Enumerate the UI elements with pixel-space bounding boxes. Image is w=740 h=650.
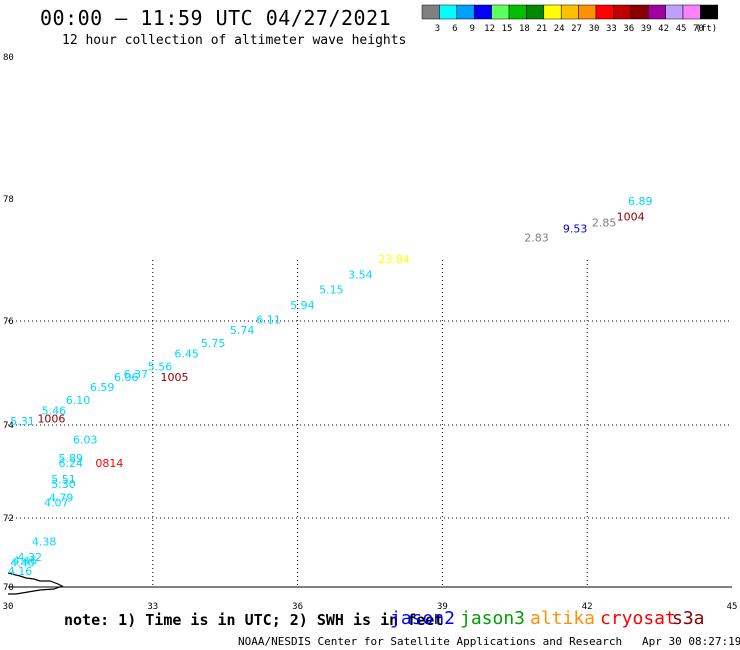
- timestamp: Apr 30 08:27:19 UTC 2021: [641, 635, 740, 648]
- colorbar-label: 42: [658, 24, 669, 34]
- colorbar-swatch: [630, 4, 649, 20]
- wave-height-label: 4.46: [13, 555, 38, 568]
- colorbar-swatch: [700, 4, 719, 20]
- wave-height-label: 1004: [617, 210, 645, 223]
- chart-title: 00:00 – 11:59 UTC 04/27/2021: [40, 6, 392, 30]
- wave-height-label: 5.15: [319, 284, 344, 297]
- colorbar-swatch: [543, 4, 562, 20]
- colorbar-swatch: [578, 4, 597, 20]
- colorbar-swatch: [560, 4, 579, 20]
- wave-height-label: 4.38: [32, 536, 57, 549]
- y-tick-label: 70: [3, 583, 14, 593]
- wave-height-label: 5.74: [230, 324, 255, 337]
- wave-height-label: 6.03: [73, 434, 98, 447]
- x-tick-label: 42: [582, 602, 593, 612]
- colorbar-swatch: [473, 4, 492, 20]
- credit-line: NOAA/NESDIS Center for Satellite Applica…: [238, 635, 740, 648]
- colorbar-label: 30: [589, 24, 600, 34]
- colorbar-label: 18: [519, 24, 530, 34]
- wave-height-label: 9.53: [563, 223, 588, 236]
- chart-subtitle: 12 hour collection of altimeter wave hei…: [62, 33, 407, 48]
- colorbar-label: 33: [606, 24, 617, 34]
- colorbar-swatch: [665, 4, 684, 20]
- wave-height-label: 23.84: [378, 253, 410, 266]
- wave-height-label: 6.45: [174, 347, 199, 360]
- wave-height-label: 5.31: [10, 415, 35, 428]
- y-tick-label: 78: [3, 195, 14, 205]
- colorbar-swatch: [647, 4, 666, 20]
- wave-height-label: 4.07: [44, 496, 69, 509]
- x-tick-label: 36: [292, 602, 303, 612]
- colorbar-label: 24: [554, 24, 565, 34]
- colorbar-label: 36: [623, 24, 634, 34]
- colorbar-swatch: [491, 4, 510, 20]
- credit-text: NOAA/NESDIS Center for Satellite Applica…: [238, 635, 623, 648]
- wave-height-label: 4.40: [10, 556, 35, 569]
- wave-height-label: 6.11: [256, 314, 281, 327]
- x-tick-label: 30: [3, 602, 14, 612]
- wave-height-label: 5.46: [42, 405, 67, 418]
- colorbar-swatch: [682, 4, 701, 20]
- y-tick-label: 74: [3, 421, 14, 431]
- colorbar-label: 21: [536, 24, 547, 34]
- colorbar-label: 12: [484, 24, 495, 34]
- wave-height-label: 5.94: [290, 299, 315, 312]
- wave-height-label: 4.79: [49, 492, 74, 505]
- wave-height-label: 0814: [95, 457, 123, 470]
- wave-height-label: 3.54: [348, 268, 373, 281]
- colorbar-swatch: [613, 4, 632, 20]
- colorbar-label: 15: [502, 24, 513, 34]
- wave-height-label: 1006: [37, 412, 65, 425]
- wave-height-label: 6.10: [66, 394, 91, 407]
- wave-height-label: 5.75: [201, 337, 226, 350]
- colorbar-label: 27: [571, 24, 582, 34]
- wave-height-label: 5.89: [58, 452, 83, 465]
- colorbar-label: 6: [452, 24, 457, 34]
- y-tick-label: 76: [3, 317, 14, 327]
- wave-height-label: 5.30: [51, 478, 76, 491]
- wave-height-label: 4.32: [17, 551, 42, 564]
- colorbar-label: 70: [693, 24, 704, 34]
- wave-height-label: 1005: [161, 371, 189, 384]
- x-tick-label: 39: [437, 602, 448, 612]
- legend-altika: altika: [530, 608, 596, 629]
- colorbar-swatch: [456, 4, 475, 20]
- colorbar-swatch: [421, 4, 440, 20]
- wave-height-label: 6.24: [58, 457, 83, 470]
- wave-height-label: 5.56: [148, 360, 173, 373]
- colorbar-swatch: [595, 4, 614, 20]
- wave-height-label: 2.83: [524, 232, 549, 245]
- coastline: [7, 572, 64, 595]
- wave-height-label: 5.51: [51, 473, 76, 486]
- y-tick-label: 80: [3, 53, 14, 63]
- x-tick-label: 33: [147, 602, 158, 612]
- legend-cryosat: cryosat: [600, 608, 676, 629]
- wave-height-label: 4.16: [8, 565, 33, 578]
- wave-height-label: 6.89: [628, 195, 653, 208]
- legend-jason2: jason2: [390, 608, 456, 629]
- wave-height-label: 2.85: [592, 216, 617, 229]
- wave-height-label: 6.59: [90, 381, 115, 394]
- colorbar-label: 45: [676, 24, 687, 34]
- x-tick-label: 45: [727, 602, 738, 612]
- colorbar-label: 9: [469, 24, 474, 34]
- footer-note: note: 1) Time is in UTC; 2) SWH is in fe…: [64, 611, 444, 629]
- legend-jason3: jason3: [460, 608, 526, 629]
- colorbar-swatch: [439, 4, 458, 20]
- y-tick-label: 72: [3, 514, 14, 524]
- wave-height-label: 6.37: [124, 368, 149, 381]
- colorbar-label: 3: [435, 24, 440, 34]
- legend-s3a: s3a: [672, 608, 705, 629]
- wave-height-label: 6.06: [114, 371, 139, 384]
- colorbar-swatch: [526, 4, 545, 20]
- colorbar-label: (ft): [696, 24, 718, 34]
- colorbar-label: 39: [641, 24, 652, 34]
- colorbar-swatch: [508, 4, 527, 20]
